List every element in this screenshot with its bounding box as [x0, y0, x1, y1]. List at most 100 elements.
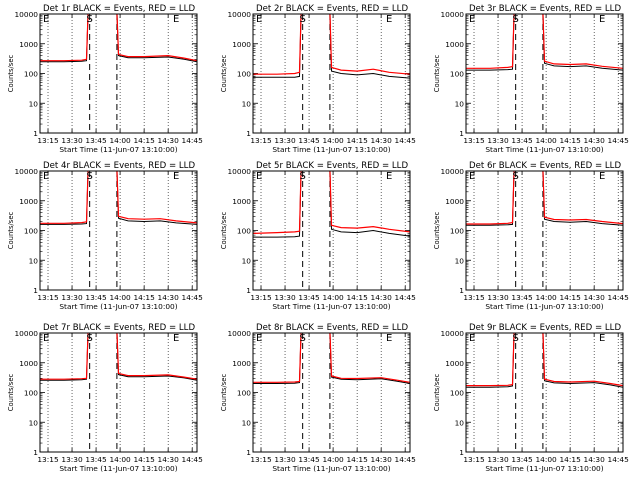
x-tick-label: 13:45 [85, 136, 107, 145]
x-tick-label: 14:30 [158, 455, 180, 464]
y-tick-label: 10000 [227, 167, 251, 176]
start-marker: S [299, 14, 305, 25]
corner-marker: E [43, 14, 49, 25]
end-marker: E [173, 333, 179, 344]
x-tick-label: 13:30 [61, 136, 83, 145]
plot-frame [252, 13, 411, 134]
x-tick-label: 14:15 [559, 293, 581, 302]
x-tick-label: 13:45 [85, 455, 107, 464]
corner-marker: E [43, 333, 49, 344]
end-marker: E [599, 171, 605, 182]
x-axis-label: Start Time (11-Jun-07 13:10:00) [485, 302, 603, 311]
y-tick-label: 1 [459, 286, 464, 295]
y-tick-label: 10 [242, 256, 252, 265]
x-axis-label: Start Time (11-Jun-07 13:10:00) [59, 464, 177, 473]
x-tick-label: 14:30 [371, 136, 393, 145]
x-tick-label: 14:00 [535, 293, 557, 302]
y-tick-label: 1000 [19, 197, 38, 206]
x-tick-label: 13:45 [511, 293, 533, 302]
x-tick-label: 14:30 [584, 293, 606, 302]
x-tick-label: 14:45 [608, 455, 630, 464]
x-tick-label: 13:15 [463, 293, 485, 302]
x-tick-label: 14:00 [109, 293, 131, 302]
x-tick-label: 14:45 [182, 455, 204, 464]
y-tick-label: 1000 [445, 197, 464, 206]
plot-frame [39, 170, 198, 291]
x-tick-label: 13:45 [511, 455, 533, 464]
x-tick-label: 13:30 [487, 136, 509, 145]
series-lld-line [253, 333, 410, 383]
end-marker: E [599, 14, 605, 25]
end-marker: E [386, 14, 392, 25]
y-tick-label: 100 [450, 389, 464, 398]
plot-frame [39, 332, 198, 453]
y-tick-label: 1 [459, 448, 464, 457]
x-tick-label: 14:15 [346, 455, 368, 464]
panel-title: Det 7r BLACK = Events, RED = LLD [43, 323, 195, 333]
y-tick-label: 1 [33, 448, 38, 457]
start-marker: S [512, 14, 518, 25]
x-tick-label: 14:45 [608, 136, 630, 145]
y-axis-label: Counts/sec [220, 55, 228, 93]
y-tick-label: 100 [24, 389, 38, 398]
y-axis-label: Counts/sec [7, 374, 15, 412]
corner-marker: E [256, 14, 262, 25]
y-tick-label: 100 [24, 227, 38, 236]
x-tick-label: 14:45 [182, 293, 204, 302]
y-axis-label: Counts/sec [7, 55, 15, 93]
y-tick-label: 10 [242, 99, 252, 108]
y-tick-label: 10000 [440, 10, 464, 19]
y-tick-label: 10 [29, 99, 39, 108]
y-tick-label: 10 [242, 418, 252, 427]
start-marker: S [299, 333, 305, 344]
x-tick-label: 14:00 [535, 136, 557, 145]
start-marker: S [86, 171, 92, 182]
y-tick-label: 10000 [227, 329, 251, 338]
start-marker: S [512, 333, 518, 344]
x-tick-label: 14:45 [608, 293, 630, 302]
x-tick-label: 14:15 [559, 136, 581, 145]
y-axis-label: Counts/sec [220, 212, 228, 250]
x-tick-label: 13:15 [37, 455, 59, 464]
panel-title: Det 2r BLACK = Events, RED = LLD [256, 4, 408, 14]
plot-frame [465, 170, 624, 291]
y-tick-label: 1 [246, 129, 251, 138]
y-tick-label: 1000 [19, 359, 38, 368]
plot-frame [39, 13, 198, 134]
y-tick-label: 1 [246, 448, 251, 457]
plot-frame [465, 332, 624, 453]
y-tick-label: 10 [29, 256, 39, 265]
x-tick-label: 13:45 [298, 136, 320, 145]
series-lld-line [466, 333, 623, 387]
x-tick-label: 14:00 [322, 455, 344, 464]
y-axis-label: Counts/sec [433, 374, 441, 412]
x-tick-label: 14:30 [158, 136, 180, 145]
series-lld-line [253, 14, 410, 75]
y-tick-label: 1000 [232, 197, 251, 206]
y-axis-label: Counts/sec [220, 374, 228, 412]
y-tick-label: 1000 [445, 359, 464, 368]
x-axis-label: Start Time (11-Jun-07 13:10:00) [272, 302, 390, 311]
plot-frame [465, 13, 624, 134]
y-axis-label: Counts/sec [7, 212, 15, 250]
y-tick-label: 1000 [232, 40, 251, 49]
y-axis-label: Counts/sec [433, 212, 441, 250]
x-tick-label: 14:30 [584, 136, 606, 145]
x-tick-label: 14:15 [559, 455, 581, 464]
end-marker: E [599, 333, 605, 344]
x-tick-label: 13:45 [511, 136, 533, 145]
x-tick-label: 14:00 [109, 455, 131, 464]
y-tick-label: 10000 [14, 167, 38, 176]
x-tick-label: 13:30 [487, 455, 509, 464]
series-lld-line [466, 171, 623, 225]
y-tick-label: 100 [24, 70, 38, 79]
x-tick-label: 14:00 [109, 136, 131, 145]
x-tick-label: 13:15 [463, 136, 485, 145]
series-lld-line [253, 171, 410, 234]
start-marker: S [512, 171, 518, 182]
x-axis-label: Start Time (11-Jun-07 13:10:00) [485, 145, 603, 154]
